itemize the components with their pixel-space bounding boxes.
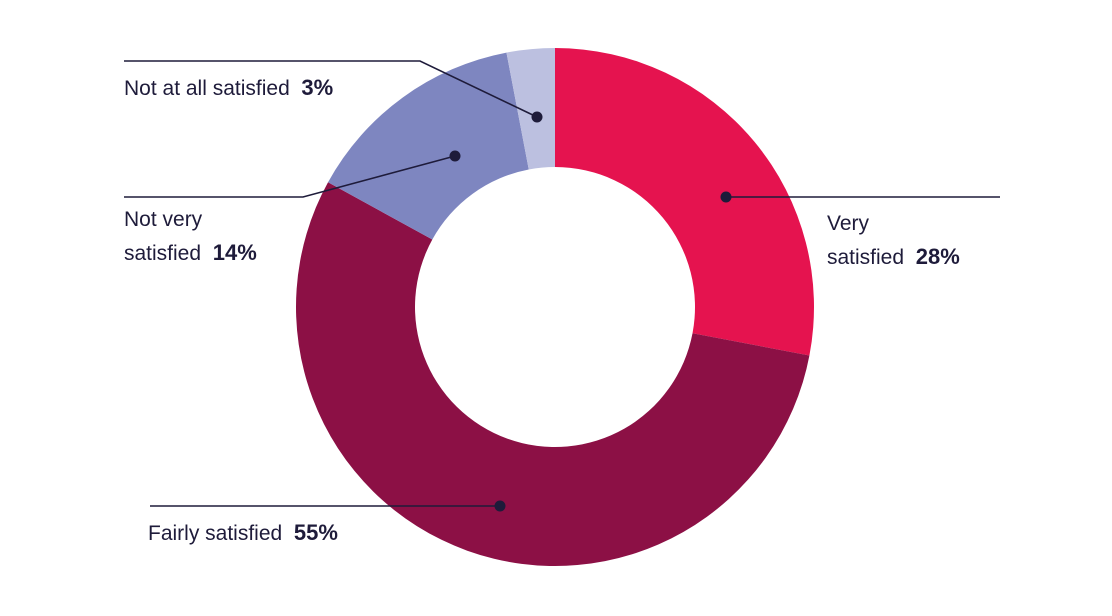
slice-value-label: 3% <box>301 75 333 100</box>
slice-label-text: Not very <box>124 208 203 231</box>
leader-dot-not-very-satisfied <box>449 150 461 162</box>
slice-not-very-satisfied <box>328 52 529 240</box>
slice-label-not-very-satisfied: Not very satisfied 14% <box>124 208 257 265</box>
slice-label-text: satisfied <box>827 246 904 269</box>
slice-value-label: 14% <box>213 240 257 265</box>
leader-line-not-at-all-satisfied <box>124 60 538 118</box>
slices-layer <box>296 48 815 566</box>
leader-lines-layer <box>124 60 1000 512</box>
slice-not-at-all-satisfied <box>506 48 555 170</box>
leader-dot-not-at-all-satisfied <box>531 111 543 123</box>
leader-dot-fairly-satisfied <box>494 500 506 512</box>
leader-line-not-very-satisfied <box>124 155 456 198</box>
slice-label-fairly-satisfied: Fairly satisfied 55% <box>148 520 338 545</box>
slice-label-very-satisfied: Very satisfied 28% <box>827 212 960 269</box>
slice-fairly-satisfied <box>296 182 810 566</box>
slice-very-satisfied <box>555 48 815 356</box>
slice-label-not-at-all-satisfied: Not at all satisfied 3% <box>124 75 333 100</box>
labels-layer: Very satisfied 28% Fairly satisfied 55% Not… <box>124 75 960 545</box>
slice-value-label: 55% <box>294 520 338 545</box>
slice-label-text: Very <box>827 212 870 235</box>
slice-value-label: 28% <box>916 244 960 269</box>
slice-label-text: Fairly satisfied <box>148 522 282 545</box>
leader-dot-very-satisfied <box>720 191 732 203</box>
slice-label-text: satisfied <box>124 242 201 265</box>
slice-label-text: Not at all satisfied <box>124 77 290 100</box>
